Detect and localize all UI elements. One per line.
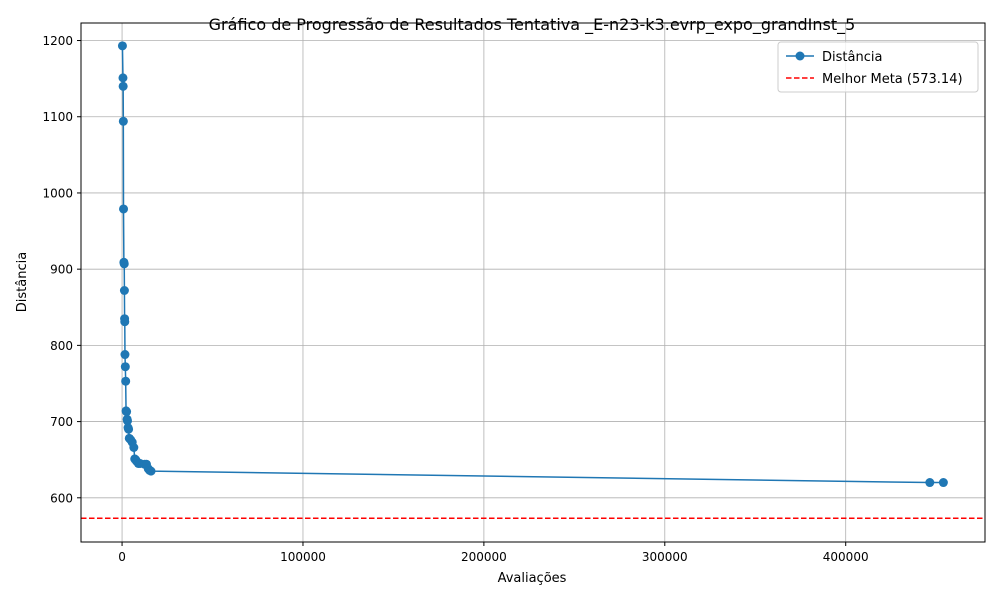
y-axis: 600 700 800 900 1000 1100 1200: [42, 34, 81, 505]
x-tick-label: 300000: [642, 550, 688, 564]
series-layer: [117, 41, 948, 488]
data-point: [119, 204, 129, 214]
data-point: [118, 116, 128, 126]
legend-label-melhor-meta: Melhor Meta (573.14): [822, 72, 963, 87]
data-point: [120, 317, 130, 327]
data-point: [129, 443, 139, 452]
x-axis: 0 100000 200000 300000 400000: [118, 542, 869, 564]
data-point: [120, 362, 130, 372]
data-point: [938, 478, 948, 488]
data-point: [925, 478, 935, 488]
chart-title: Gráfico de Progressão de Resultados Tent…: [209, 15, 856, 35]
data-point: [121, 376, 131, 386]
legend-label-distancia: Distância: [822, 50, 882, 65]
legend-marker-distancia: [795, 51, 805, 61]
y-tick-label: 1100: [42, 110, 73, 124]
data-point: [124, 424, 134, 434]
x-tick-label: 200000: [461, 550, 507, 564]
y-tick-label: 700: [50, 415, 73, 429]
data-point: [120, 350, 130, 360]
data-point: [119, 286, 129, 295]
y-tick-label: 1200: [42, 34, 73, 48]
y-tick-label: 1000: [42, 186, 73, 200]
x-tick-label: 0: [118, 550, 126, 564]
data-point: [118, 81, 128, 91]
data-point: [118, 73, 128, 83]
y-tick-label: 900: [50, 263, 73, 277]
x-tick-label: 100000: [280, 550, 326, 564]
legend-box: [777, 41, 979, 93]
data-point: [146, 466, 156, 476]
y-tick-label: 600: [50, 491, 73, 505]
data-point: [122, 416, 132, 426]
x-tick-label: 400000: [823, 550, 869, 564]
data-point: [122, 407, 132, 417]
legend: Distância Melhor Meta (573.14): [777, 41, 979, 93]
y-tick-label: 800: [50, 339, 73, 353]
x-axis-label: Avaliações: [498, 571, 567, 586]
y-axis-label: Distância: [15, 252, 30, 312]
data-point: [119, 259, 129, 269]
data-point: [117, 41, 127, 51]
grid: [81, 23, 985, 542]
plot-frame: [80, 22, 986, 543]
